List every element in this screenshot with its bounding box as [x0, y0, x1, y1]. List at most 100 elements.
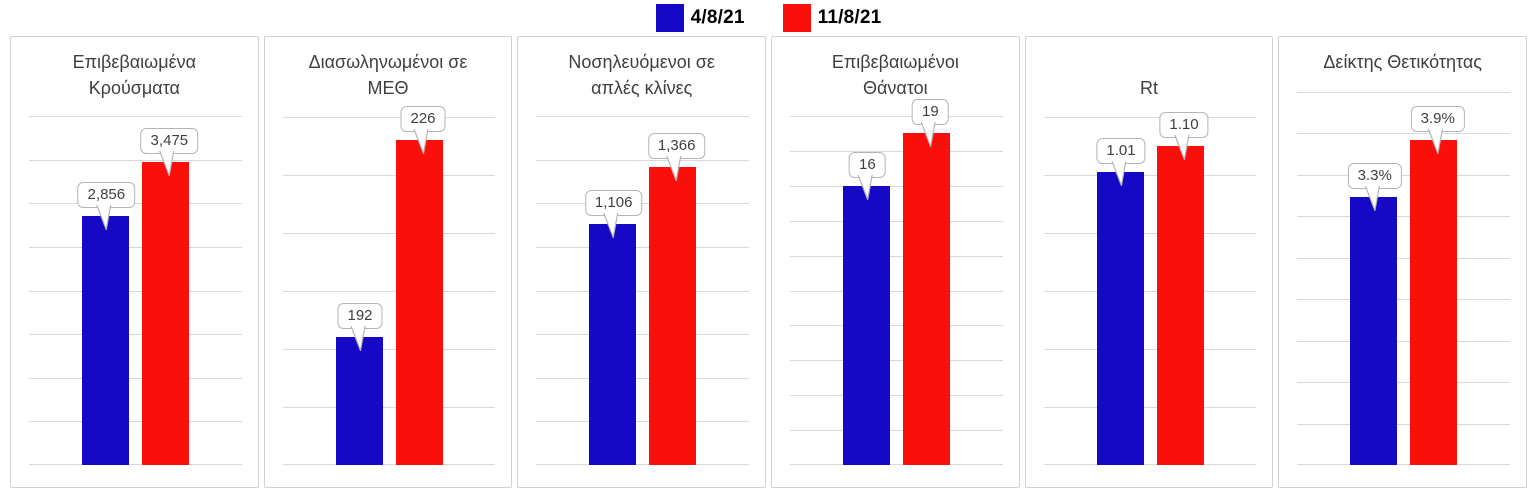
data-label: 1.01: [1106, 142, 1136, 160]
bar-group: [29, 116, 242, 465]
panel-plot: 16 19: [790, 99, 1003, 465]
callout-tail-icon: [1173, 135, 1190, 161]
gridline: [29, 421, 242, 423]
callout-tail-icon: [159, 150, 175, 176]
panel-title-line: Διασωληνωμένοι σε: [308, 52, 468, 72]
data-label-callout: 1,106: [584, 189, 643, 238]
gridline: [536, 377, 750, 379]
bar-series1: [1096, 172, 1144, 465]
gridline: [1043, 233, 1257, 234]
gridline: [1297, 464, 1511, 465]
panel-title-line: ΜΕΘ: [367, 78, 409, 98]
data-label-callout: 3,475: [140, 127, 199, 176]
bar-series1: [335, 337, 383, 465]
gridline: [1297, 174, 1511, 176]
panel-title-line: Θάνατοι: [863, 78, 928, 98]
panel-plot: 1,106 1,366: [536, 116, 750, 465]
callout-tail-icon: [603, 212, 619, 238]
data-label-callout: 19: [912, 99, 949, 148]
gridlines: [790, 116, 1003, 465]
gridline: [1043, 407, 1257, 408]
panel-title-line: Rt: [1140, 78, 1159, 98]
data-label: 3,475: [150, 131, 189, 149]
callout-tail-icon: [1364, 186, 1380, 212]
gridline: [1043, 291, 1257, 292]
gridline: [1297, 92, 1511, 93]
data-label: 1,366: [657, 137, 696, 155]
panel-plot: 3.3% 3.9%: [1297, 92, 1511, 465]
gridlines: [536, 116, 750, 465]
panel-title: Δείκτης Θετικότητας: [1283, 49, 1522, 101]
panel-title-line: Επιβεβαιωμένοι: [831, 52, 959, 72]
panel-plot: 1.01 1.10: [1043, 112, 1257, 465]
bar-group: [1297, 92, 1510, 465]
gridline: [790, 255, 1003, 257]
gridline: [1297, 257, 1511, 259]
gridline: [790, 150, 1003, 152]
gridline: [282, 233, 496, 234]
gridline: [790, 116, 1003, 117]
gridline: [282, 291, 496, 292]
callout-tail-icon: [857, 174, 873, 200]
panel-title-line: Δείκτης Θετικότητας: [1323, 52, 1482, 72]
panel-plot: 2,856 3,475: [29, 116, 242, 465]
gridline: [29, 334, 242, 336]
chart-panel: Διασωληνωμένοι σε ΜΕΘ 192 226: [263, 36, 513, 488]
gridline: [536, 246, 750, 248]
gridline: [29, 464, 242, 465]
gridlines: [29, 116, 242, 465]
callout-tail-icon: [1110, 161, 1127, 187]
gridlines: [282, 117, 496, 465]
legend: 4/8/21 11/8/21: [0, 0, 1537, 36]
data-label: 192: [347, 307, 373, 325]
bar-series1: [1350, 197, 1398, 465]
gridline: [29, 203, 242, 205]
data-label: 1,106: [594, 193, 633, 211]
gridline: [536, 334, 750, 336]
data-label-callout: 226: [400, 106, 446, 155]
panel-title: Επιβεβαιωμένα Κρούσματα: [15, 49, 254, 101]
gridline: [282, 464, 496, 465]
panel-title: Νοσηλευόμενοι σε απλές κλίνες: [522, 49, 761, 101]
bar-series2: [1410, 139, 1458, 465]
bar-series2: [902, 133, 950, 465]
data-label-callout: 1.01: [1096, 138, 1146, 187]
gridline: [790, 395, 1003, 397]
bar-group: [283, 117, 496, 465]
gridline: [790, 430, 1003, 432]
bar-series1: [589, 223, 637, 465]
gridline: [790, 220, 1003, 222]
legend-label-series2: 11/8/21: [817, 7, 882, 28]
bar-group: [536, 116, 749, 465]
gridline: [1043, 117, 1257, 118]
panel-title: Διασωληνωμένοι σε ΜΕΘ: [269, 49, 508, 101]
panel-title: Επιβεβαιωμένοι Θάνατοι: [776, 49, 1015, 101]
legend-swatch-blue-icon: [655, 4, 684, 32]
chart-panel: Νοσηλευόμενοι σε απλές κλίνες 1,106 1,366: [517, 36, 767, 488]
gridline: [29, 159, 242, 161]
bar-series2: [1156, 146, 1204, 465]
callout-tail-icon: [1427, 128, 1443, 154]
chart-panel: Δείκτης Θετικότητας 3.3% 3.9%: [1278, 36, 1528, 488]
panel-title-line: απλές κλίνες: [591, 78, 693, 98]
gridline: [536, 421, 750, 423]
data-label-callout: 1,366: [647, 133, 706, 182]
gridline: [1043, 349, 1257, 350]
data-label-callout: 1.10: [1159, 112, 1209, 161]
data-label-callout: 2,856: [77, 181, 136, 230]
panel-title-line: Κρούσματα: [88, 78, 180, 98]
gridline: [790, 360, 1003, 362]
data-label: 2,856: [87, 185, 126, 203]
panel-title-line: Νοσηλευόμενοι σε: [568, 52, 715, 72]
data-label-callout: 16: [849, 151, 886, 200]
gridline: [536, 116, 750, 117]
data-label: 16: [859, 155, 876, 173]
gridline: [790, 290, 1003, 292]
gridlines: [1297, 92, 1511, 465]
gridline: [536, 290, 750, 292]
gridline: [282, 117, 496, 118]
callout-tail-icon: [96, 204, 112, 230]
gridline: [282, 175, 496, 176]
gridline: [790, 325, 1003, 327]
data-label: 19: [922, 103, 939, 121]
